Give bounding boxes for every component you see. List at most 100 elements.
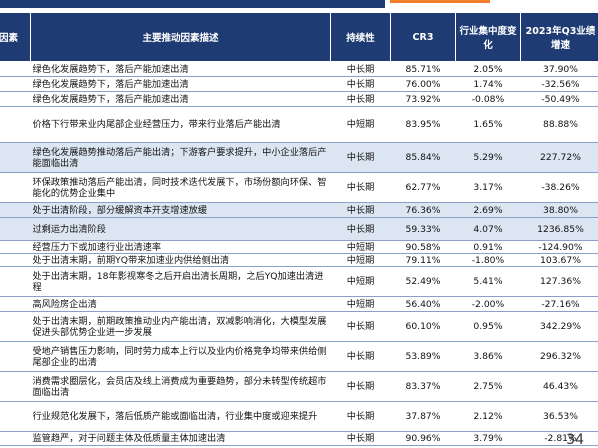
value-cell: 中长期: [331, 402, 391, 432]
value-cell: 53.89%: [391, 342, 456, 372]
value-cell: 中长期: [331, 218, 391, 241]
factor-cell: [0, 241, 31, 254]
description-cell: 价格下行带来业内尾部企业经营压力，带来行业落后产能出清: [31, 107, 331, 143]
value-cell: 46.43%: [521, 372, 598, 402]
table-row: 绿色化发展趋势推动落后产能出清；下游客户要求提升，中小企业落后产能面临出清中长期…: [0, 143, 598, 173]
value-cell: 85.84%: [391, 143, 456, 173]
factor-cell: [0, 203, 31, 218]
description-cell: 受地产销售压力影响，同时劳力成本上行以及业内价格竞争均带来供给侧尾部企业的出清: [31, 342, 331, 372]
description-cell: 高风险房企出清: [31, 297, 331, 312]
description-cell: 绿色化发展趋势下，落后产能加速出清: [31, 77, 331, 92]
accent-bar: [390, 0, 490, 3]
value-cell: 38.80%: [521, 203, 598, 218]
table-row: 环保政策推动落后产能出清，同时技术迭代发展下，市场份额向环保、智能化的优势企业集…: [0, 173, 598, 203]
value-cell: 1236.85%: [521, 218, 598, 241]
value-cell: 90.96%: [391, 432, 456, 446]
column-header: 2023年Q3业绩增速: [521, 13, 598, 62]
description-cell: 处于出清阶段，部分缓解资本开支增速放缓: [31, 203, 331, 218]
column-header: CR3: [391, 13, 456, 62]
column-header: 持续性: [331, 13, 391, 62]
value-cell: -50.49%: [521, 92, 598, 107]
description-cell: 消费需求圈层化，会员店及线上消费成为重要趋势，部分未转型传统超市面临出清: [31, 372, 331, 402]
value-cell: 76.36%: [391, 203, 456, 218]
value-cell: 56.40%: [391, 297, 456, 312]
value-cell: 83.95%: [391, 107, 456, 143]
description-cell: 过剩运力出清阶段: [31, 218, 331, 241]
factor-cell: [0, 254, 31, 267]
value-cell: 5.29%: [456, 143, 521, 173]
value-cell: 1.74%: [456, 77, 521, 92]
value-cell: 2.75%: [456, 372, 521, 402]
value-cell: 中短期: [331, 267, 391, 297]
value-cell: 中短期: [331, 297, 391, 312]
value-cell: 90.58%: [391, 241, 456, 254]
value-cell: 中长期: [331, 432, 391, 446]
value-cell: 2.12%: [456, 402, 521, 432]
value-cell: 3.79%: [456, 432, 521, 446]
description-cell: 环保政策推动落后产能出清，同时技术迭代发展下，市场份额向环保、智能化的优势企业集…: [31, 173, 331, 203]
value-cell: 76.00%: [391, 77, 456, 92]
factor-cell: [0, 297, 31, 312]
value-cell: 中长期: [331, 77, 391, 92]
value-cell: 342.29%: [521, 312, 598, 342]
value-cell: 103.67%: [521, 254, 598, 267]
page-number: 34: [566, 432, 584, 448]
description-cell: 监管趋严，对于问题主体及低质量主体加速出清: [31, 432, 331, 446]
value-cell: 3.86%: [456, 342, 521, 372]
factor-cell: [0, 267, 31, 297]
factor-cell: [0, 218, 31, 241]
value-cell: 60.10%: [391, 312, 456, 342]
value-cell: -32.56%: [521, 77, 598, 92]
value-cell: -2.00%: [456, 297, 521, 312]
value-cell: 2.69%: [456, 203, 521, 218]
top-bar: [0, 0, 385, 8]
factor-cell: [0, 173, 31, 203]
value-cell: -0.08%: [456, 92, 521, 107]
value-cell: 1.65%: [456, 107, 521, 143]
value-cell: 296.32%: [521, 342, 598, 372]
value-cell: 36.53%: [521, 402, 598, 432]
value-cell: 127.36%: [521, 267, 598, 297]
value-cell: 62.77%: [391, 173, 456, 203]
value-cell: 中短期: [331, 241, 391, 254]
table-row: 受地产销售压力影响，同时劳力成本上行以及业内价格竞争均带来供给侧尾部企业的出清中…: [0, 342, 598, 372]
factor-cell: [0, 92, 31, 107]
column-header: 因素: [0, 13, 31, 62]
value-cell: 0.91%: [456, 241, 521, 254]
value-cell: 中长期: [331, 143, 391, 173]
column-header: 主要推动因素描述: [31, 13, 331, 62]
factor-cell: [0, 372, 31, 402]
value-cell: -38.26%: [521, 173, 598, 203]
factor-cell: [0, 342, 31, 372]
value-cell: 2.05%: [456, 62, 521, 77]
description-cell: 绿色化发展趋势下，落后产能加速出清: [31, 62, 331, 77]
factor-cell: [0, 77, 31, 92]
value-cell: 5.41%: [456, 267, 521, 297]
value-cell: -27.16%: [521, 297, 598, 312]
value-cell: 中短期: [331, 107, 391, 143]
factor-cell: [0, 312, 31, 342]
value-cell: 中长期: [331, 62, 391, 77]
value-cell: -1.80%: [456, 254, 521, 267]
value-cell: 中长期: [331, 342, 391, 372]
description-cell: 处于出清末期，18年影视寒冬之后开启出清长周期，之后YQ加速出清进程: [31, 267, 331, 297]
value-cell: 中长期: [331, 173, 391, 203]
description-cell: 处于出清末期，前期YQ带来加速业内供给侧出清: [31, 254, 331, 267]
value-cell: 0.95%: [456, 312, 521, 342]
